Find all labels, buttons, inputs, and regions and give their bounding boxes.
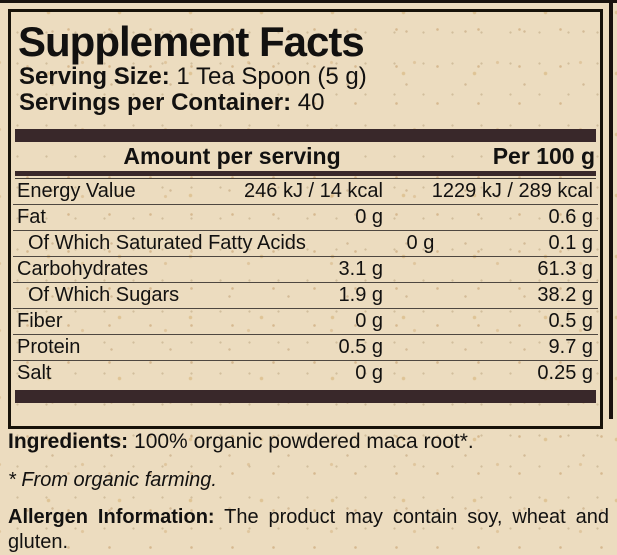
table-row: Energy Value 246 kJ / 14 kcal 1229 kJ / … [13, 179, 598, 205]
row-name: Of Which Saturated Fatty Acids [28, 232, 306, 254]
row-per-serving: 3.1 g [338, 258, 383, 280]
row-per-100g: 61.3 g [537, 258, 593, 280]
ingredients-label: Ingredients: [8, 430, 129, 453]
facts-rows: Energy Value 246 kJ / 14 kcal 1229 kJ / … [13, 179, 598, 386]
row-per-100g: 0.6 g [548, 206, 593, 228]
table-row: Fat 0 g 0.6 g [13, 205, 598, 231]
allergen-value: The product may contain soy, wheat and g… [8, 506, 609, 553]
servings-per-container-value: 40 [291, 89, 325, 116]
supplement-facts-box: Supplement Facts Serving Size: 1 Tea Spo… [8, 9, 603, 429]
row-per-serving: 0 g [406, 232, 435, 254]
row-per-serving: 0 g [355, 206, 383, 228]
row-per-100g: 0.1 g [548, 232, 593, 254]
label-footer: Ingredients: 100% organic powdered maca … [8, 429, 609, 555]
supplement-facts-title: Supplement Facts [18, 18, 365, 65]
ingredients-line: Ingredients: 100% organic powdered maca … [8, 429, 609, 454]
row-per-serving: 246 kJ / 14 kcal [244, 180, 383, 202]
label-outer-frame-top [0, 0, 617, 3]
ingredients-value: 100% organic powdered maca root*. [128, 430, 474, 453]
row-name: Fiber [17, 310, 63, 332]
row-per-serving: 1.9 g [338, 284, 383, 306]
header-amount-per-serving: Amount per serving [123, 143, 341, 169]
organic-footnote: * From organic farming. [8, 469, 217, 491]
row-per-100g: 9.7 g [548, 336, 593, 358]
row-name: Energy Value [17, 180, 136, 202]
allergen-line: Allergen Information: The product may co… [8, 505, 609, 555]
row-per-100g: 38.2 g [537, 284, 593, 306]
table-top-bar [15, 129, 596, 142]
allergen-label: Allergen Information: [8, 506, 215, 528]
label-outer-frame-right [609, 0, 613, 419]
table-row: Of Which Sugars 1.9 g 38.2 g [13, 283, 598, 309]
row-per-100g: 1229 kJ / 289 kcal [431, 180, 593, 202]
table-row: Salt 0 g 0.25 g [13, 361, 598, 386]
table-bottom-bar [15, 390, 596, 403]
table-row: Fiber 0 g 0.5 g [13, 309, 598, 335]
row-per-serving: 0.5 g [338, 336, 383, 358]
table-row: Carbohydrates 3.1 g 61.3 g [13, 257, 598, 283]
row-name: Protein [17, 336, 81, 358]
table-header-row: Amount per serving Per 100 g [11, 142, 600, 171]
servings-per-container-label: Servings per Container: [19, 89, 292, 116]
serving-size-label: Serving Size: [19, 63, 170, 90]
row-per-serving: 0 g [355, 362, 383, 384]
row-per-serving: 0 g [355, 310, 383, 332]
row-per-100g: 0.5 g [548, 310, 593, 332]
row-name: Salt [17, 362, 52, 384]
table-row: Protein 0.5 g 9.7 g [13, 335, 598, 361]
serving-size-value: 1 Tea Spoon (5 g) [169, 63, 367, 90]
servings-per-container-line: Servings per Container: 40 [11, 90, 600, 116]
row-name: Carbohydrates [17, 258, 149, 280]
header-rule-thick [15, 171, 596, 176]
row-name: Fat [17, 206, 46, 228]
header-rule-thin [15, 178, 596, 179]
table-row: Of Which Saturated Fatty Acids 0 g 0.1 g [13, 231, 598, 257]
row-per-100g: 0.25 g [537, 362, 593, 384]
header-per-100g: Per 100 g [492, 143, 595, 169]
serving-size-line: Serving Size: 1 Tea Spoon (5 g) [11, 64, 600, 90]
row-name: Of Which Sugars [28, 284, 180, 306]
